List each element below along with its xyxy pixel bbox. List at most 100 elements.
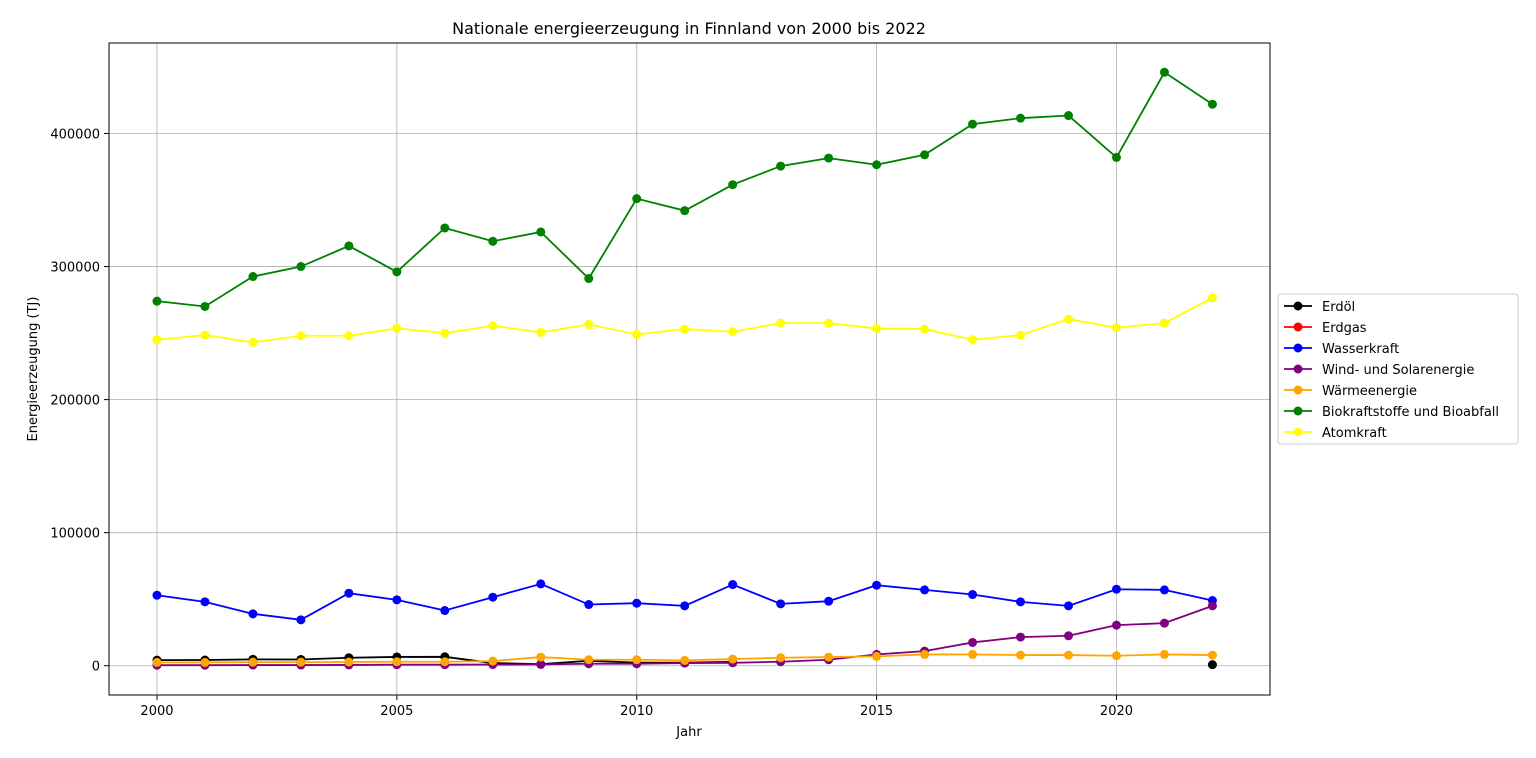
data-point xyxy=(968,590,978,600)
data-point xyxy=(248,337,258,347)
data-point xyxy=(728,327,738,337)
x-tick-label: 2010 xyxy=(620,704,653,719)
data-point xyxy=(152,335,162,345)
data-point xyxy=(152,296,162,306)
data-point xyxy=(1159,649,1169,659)
series-line xyxy=(156,297,1213,344)
y-tick-label: 300000 xyxy=(50,261,100,276)
data-point xyxy=(632,194,642,204)
legend-marker xyxy=(1293,427,1303,437)
data-point xyxy=(296,615,306,625)
legend-label: Wärmeenergie xyxy=(1322,384,1417,399)
series-w-rmeenergie xyxy=(152,649,1217,667)
data-point xyxy=(776,599,786,609)
data-point xyxy=(1159,67,1169,77)
data-point xyxy=(344,657,354,667)
axes: 2000 2005 2010 2015 2020 0 100000 200000 300000 4… xyxy=(50,127,1133,719)
data-point xyxy=(440,657,450,667)
data-point xyxy=(440,223,450,233)
data-point xyxy=(392,595,402,605)
data-point xyxy=(392,657,402,667)
x-tick-label: 2020 xyxy=(1100,704,1133,719)
data-point xyxy=(296,331,306,341)
data-point xyxy=(1207,293,1217,303)
data-point xyxy=(1207,660,1217,670)
data-point xyxy=(680,206,690,216)
data-point xyxy=(1016,330,1026,340)
data-point xyxy=(152,657,162,667)
series-line xyxy=(156,70,1213,308)
legend-marker xyxy=(1293,364,1303,374)
data-point xyxy=(248,657,258,667)
data-point xyxy=(1159,618,1169,628)
data-point xyxy=(1111,651,1121,661)
legend-label: Erdöl xyxy=(1322,300,1355,315)
chart-title: Nationale energieerzeugung in Finnland v… xyxy=(452,19,926,38)
data-point xyxy=(872,323,882,333)
data-point xyxy=(776,653,786,663)
data-point xyxy=(536,652,546,662)
legend-label: Erdgas xyxy=(1322,321,1367,336)
data-point xyxy=(1207,601,1217,611)
x-tick-label: 2015 xyxy=(860,704,893,719)
data-point xyxy=(536,579,546,589)
data-point xyxy=(872,651,882,661)
data-point xyxy=(1111,584,1121,594)
data-point xyxy=(296,262,306,272)
data-point xyxy=(776,161,786,171)
data-point xyxy=(488,236,498,246)
data-point xyxy=(728,180,738,190)
data-point xyxy=(536,327,546,337)
data-point xyxy=(584,319,594,329)
legend-label: Atomkraft xyxy=(1322,426,1387,441)
legend-entry-wasserkraft: Wasserkraft xyxy=(1284,342,1399,357)
data-point xyxy=(632,598,642,608)
y-tick-label: 400000 xyxy=(50,127,100,142)
data-point xyxy=(1159,318,1169,328)
data-point xyxy=(344,588,354,598)
data-point xyxy=(728,580,738,590)
data-point xyxy=(920,150,930,160)
x-tick-label: 2005 xyxy=(380,704,413,719)
data-point xyxy=(1111,152,1121,162)
legend-marker xyxy=(1293,406,1303,416)
series-wasserkraft xyxy=(152,579,1217,625)
data-point xyxy=(776,318,786,328)
data-point xyxy=(248,609,258,619)
data-point xyxy=(1207,650,1217,660)
data-point xyxy=(632,655,642,665)
data-point xyxy=(1064,650,1074,660)
data-point xyxy=(200,301,210,311)
data-point xyxy=(488,656,498,666)
y-tick-label: 0 xyxy=(92,660,100,675)
data-point xyxy=(1016,632,1026,642)
data-point xyxy=(872,160,882,170)
legend-entry-w-rmeenergie: Wärmeenergie xyxy=(1284,384,1417,399)
data-point xyxy=(1064,314,1074,324)
data-point xyxy=(1016,113,1026,123)
data-point xyxy=(488,321,498,331)
data-point xyxy=(1159,585,1169,595)
legend-entry-erdgas: Erdgas xyxy=(1284,321,1367,336)
data-point xyxy=(680,324,690,334)
data-point xyxy=(1111,620,1121,630)
legend-marker xyxy=(1293,301,1303,311)
legend: Erdöl Erdgas Wasserkraft Wind- und Solarene… xyxy=(1277,293,1519,445)
legend-entry-wind-und-solarenergie: Wind- und Solarenergie xyxy=(1284,363,1474,378)
y-tick-label: 100000 xyxy=(50,527,100,542)
data-point xyxy=(680,655,690,665)
data-point xyxy=(920,324,930,334)
data-point xyxy=(968,637,978,647)
series-atomkraft xyxy=(152,293,1217,347)
data-point xyxy=(968,649,978,659)
data-point xyxy=(200,597,210,607)
data-point xyxy=(968,335,978,345)
legend-entry-atomkraft: Atomkraft xyxy=(1284,426,1387,441)
plot-area-frame xyxy=(108,42,1271,696)
data-point xyxy=(1064,601,1074,611)
data-point xyxy=(536,659,546,669)
data-point xyxy=(1064,111,1074,121)
data-point xyxy=(488,592,498,602)
